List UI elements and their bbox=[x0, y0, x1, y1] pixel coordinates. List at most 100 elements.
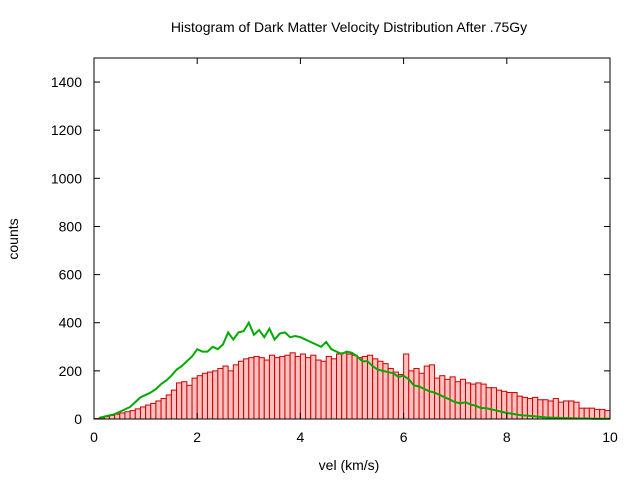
histogram-bar bbox=[330, 358, 338, 420]
histogram-bar bbox=[212, 370, 219, 420]
histogram-bar bbox=[485, 387, 492, 420]
histogram-bar bbox=[237, 360, 245, 420]
histogram-bar bbox=[299, 353, 307, 420]
histogram-bar bbox=[134, 408, 141, 420]
y-tick-label: 1000 bbox=[51, 170, 82, 186]
histogram-bar bbox=[305, 357, 312, 420]
histogram-bar bbox=[279, 355, 286, 420]
x-tick-label: 2 bbox=[193, 429, 201, 445]
histogram-bar bbox=[392, 371, 399, 420]
plot-frame bbox=[93, 57, 611, 420]
histogram-bars bbox=[93, 352, 611, 420]
histogram-bar bbox=[470, 383, 477, 420]
histogram-bar bbox=[170, 389, 178, 420]
histogram-bar bbox=[207, 371, 214, 420]
histogram-bar bbox=[547, 400, 554, 420]
histogram-bar bbox=[552, 398, 559, 420]
histogram-bar bbox=[274, 357, 281, 420]
histogram-bar bbox=[320, 360, 327, 420]
histogram-bar bbox=[227, 370, 234, 420]
histogram-bar bbox=[490, 387, 497, 420]
histogram-bar bbox=[176, 382, 183, 420]
histogram-bar bbox=[217, 367, 224, 420]
histogram-bar bbox=[387, 367, 394, 420]
histogram-bar bbox=[578, 407, 585, 420]
histogram-bar bbox=[480, 383, 487, 420]
histogram-bar bbox=[594, 408, 601, 420]
histogram-bar bbox=[186, 384, 193, 420]
x-tick-label: 10 bbox=[602, 429, 618, 445]
y-tick-label: 400 bbox=[59, 315, 83, 331]
histogram-bar bbox=[454, 381, 461, 420]
histogram-bar bbox=[139, 406, 147, 420]
histogram-bar bbox=[315, 359, 322, 420]
x-tick-label: 6 bbox=[400, 429, 408, 445]
y-tick-label: 1200 bbox=[51, 122, 82, 138]
histogram-bar bbox=[459, 378, 467, 420]
histogram-bar bbox=[222, 365, 229, 420]
histogram-bar bbox=[465, 382, 472, 420]
histogram-bar bbox=[356, 357, 363, 420]
histogram-bar bbox=[351, 354, 358, 420]
histogram-bar bbox=[253, 355, 260, 420]
histogram-bar bbox=[563, 400, 570, 420]
histogram-bar bbox=[145, 404, 152, 420]
histogram-bar bbox=[403, 353, 410, 420]
x-tick-label: 8 bbox=[503, 429, 511, 445]
histogram-bar bbox=[361, 355, 368, 420]
histogram-bar bbox=[495, 389, 503, 420]
histogram-bar bbox=[181, 381, 188, 420]
histogram-bar bbox=[557, 401, 565, 420]
y-tick-label: 200 bbox=[59, 363, 83, 379]
y-axis-label: counts bbox=[5, 218, 21, 259]
histogram-bar bbox=[284, 354, 291, 420]
x-axis: 0 2 4 6 8 10 bbox=[90, 58, 618, 445]
histogram-bar bbox=[248, 357, 255, 420]
histogram-bar bbox=[294, 355, 301, 420]
chart-title: Histogram of Dark Matter Velocity Distri… bbox=[171, 19, 527, 35]
histogram-bar bbox=[423, 365, 430, 420]
histogram-bar bbox=[506, 392, 513, 420]
x-tick-label: 4 bbox=[297, 429, 305, 445]
histogram-bar bbox=[119, 412, 126, 420]
histogram-bar bbox=[191, 377, 198, 420]
histogram-bar bbox=[475, 382, 482, 420]
series-line bbox=[98, 320, 610, 420]
x-axis-label: vel (km/s) bbox=[319, 457, 380, 473]
histogram-bar bbox=[165, 394, 172, 420]
histogram-bar bbox=[449, 376, 456, 420]
histogram-bar bbox=[201, 372, 209, 420]
histogram-bar bbox=[573, 401, 580, 420]
y-tick-label: 800 bbox=[59, 218, 83, 234]
histogram-bar bbox=[599, 408, 606, 420]
histogram-bar bbox=[346, 353, 353, 420]
histogram-bar bbox=[397, 373, 405, 420]
histogram-bar bbox=[129, 410, 136, 420]
histogram-bar bbox=[604, 410, 611, 420]
histogram-bar bbox=[418, 372, 425, 420]
y-tick-label: 600 bbox=[59, 267, 83, 283]
y-tick-label: 1400 bbox=[51, 74, 82, 90]
histogram-bar bbox=[542, 399, 549, 420]
histogram-bar bbox=[341, 352, 348, 420]
histogram-bar bbox=[568, 400, 575, 420]
histogram-bar bbox=[124, 411, 131, 420]
histogram-bar bbox=[336, 353, 343, 420]
x-tick-label: 0 bbox=[90, 429, 98, 445]
velocity-curve bbox=[98, 320, 610, 420]
histogram-bar bbox=[243, 358, 250, 420]
histogram-bar bbox=[232, 364, 239, 420]
y-axis: 0 200 400 600 800 1000 1200 1400 bbox=[51, 74, 610, 427]
histogram-bar bbox=[325, 355, 332, 420]
histogram-bar bbox=[413, 367, 420, 420]
histogram-bar bbox=[196, 375, 203, 420]
y-tick-label: 0 bbox=[74, 411, 82, 427]
histogram-bar bbox=[583, 407, 590, 420]
histogram-bar bbox=[501, 390, 508, 420]
histogram-bar bbox=[310, 354, 317, 420]
histogram-bar bbox=[160, 398, 167, 420]
histogram-bar bbox=[150, 402, 157, 420]
histogram-bar bbox=[408, 370, 415, 420]
histogram-bar bbox=[588, 407, 596, 420]
